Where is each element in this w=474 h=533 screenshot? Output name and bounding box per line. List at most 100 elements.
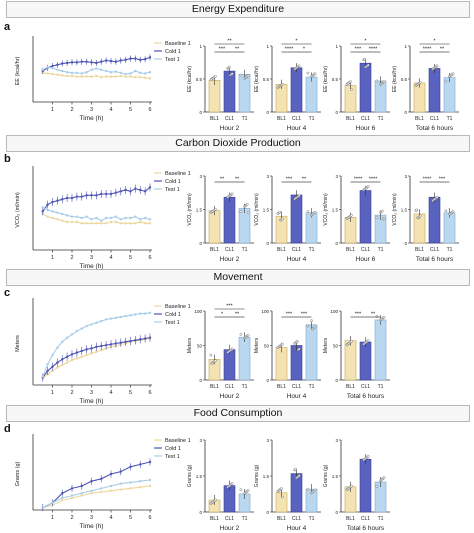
data-point-b-0-21 xyxy=(143,222,147,225)
bar-y-axis-label-16: Grams (g) xyxy=(254,464,260,487)
data-point-b-2-15 xyxy=(114,215,118,218)
bar-dot-12-1-5 xyxy=(297,347,301,351)
bar-dot-3-2-4 xyxy=(382,80,386,83)
x-tick-label-c-3: 3 xyxy=(90,390,93,396)
data-point-d-0-6 xyxy=(100,490,103,494)
data-point-d-2-5 xyxy=(90,489,93,492)
series-line-d-0 xyxy=(42,485,151,509)
bar-dot-12-2-5 xyxy=(306,324,310,328)
data-point-a-2-11 xyxy=(95,67,98,70)
bar-y-tick-label-4-0: 0 xyxy=(404,110,407,115)
bar-dot-2-2-5 xyxy=(306,71,310,75)
data-point-b-0-2 xyxy=(51,216,54,220)
data-point-a-2-9 xyxy=(85,71,88,74)
data-point-a-2-7 xyxy=(75,71,79,75)
data-point-b-0-9 xyxy=(85,222,88,225)
bar-category-label-9-2: T1 xyxy=(447,247,453,253)
sig-label-8-1: **** xyxy=(369,177,378,183)
legend-label-d-2: Test 1 xyxy=(165,454,180,460)
bar-y-tick-label-9-1: 1.5 xyxy=(401,208,408,213)
data-point-a-0-19 xyxy=(134,76,137,79)
data-point-c-1-6 xyxy=(70,353,74,356)
x-tick-label-d-5: 5 xyxy=(129,515,132,521)
bar-chart-title-3: Hour 6 xyxy=(356,125,376,132)
data-point-a-1-21 xyxy=(143,58,147,61)
bar-dot-2-2-4 xyxy=(313,72,317,76)
bar-dot-8-2-5 xyxy=(375,216,379,220)
data-point-d-1-10 xyxy=(139,463,142,466)
data-point-b-2-9 xyxy=(85,215,88,218)
data-point-a-0-20 xyxy=(139,76,142,79)
bar-y-axis-label-15: Grams (g) xyxy=(187,464,193,487)
data-point-b-2-6 xyxy=(70,215,74,218)
sig-label-3-1: **** xyxy=(369,47,378,53)
data-point-b-0-17 xyxy=(124,222,127,225)
data-point-b-2-21 xyxy=(143,216,147,220)
bar-y-tick-label-11-1: 50 xyxy=(197,344,203,349)
data-point-c-2-0 xyxy=(41,375,44,378)
data-point-d-0-4 xyxy=(80,494,83,497)
data-point-b-1-7 xyxy=(75,195,79,198)
legend-label-c-1: Cold 1 xyxy=(165,312,181,318)
sig-label-12-1: *** xyxy=(301,312,308,318)
bar-12-CL1 xyxy=(290,345,303,381)
data-point-a-2-15 xyxy=(114,70,118,73)
data-point-b-2-2 xyxy=(51,210,54,213)
data-point-a-1-22 xyxy=(148,56,152,59)
data-point-a-0-2 xyxy=(51,72,54,76)
bar-y-axis-label-13: Meters xyxy=(323,337,329,353)
data-point-a-0-8 xyxy=(80,75,83,78)
data-point-c-0-4 xyxy=(61,363,64,367)
data-point-d-2-11 xyxy=(148,478,152,482)
x-tick-label-b-2: 2 xyxy=(70,255,73,261)
x-tick-label-b-4: 4 xyxy=(109,255,112,261)
x-axis-label-b: Time (h) xyxy=(80,263,104,270)
data-point-a-1-14 xyxy=(109,59,113,63)
sig-label-13-1: ** xyxy=(371,312,376,318)
bar-category-label-4-0: BL1 xyxy=(415,116,424,122)
legend-label-b-2: Test 1 xyxy=(165,187,180,193)
data-point-b-2-18 xyxy=(129,216,132,220)
data-point-b-2-14 xyxy=(109,216,113,220)
data-point-c-1-4 xyxy=(61,358,64,361)
data-point-b-1-15 xyxy=(114,191,118,194)
bar-3-CL1 xyxy=(359,62,372,113)
data-point-b-2-17 xyxy=(124,216,127,220)
data-point-c-2-18 xyxy=(129,314,132,317)
bar-dot-9-1-5 xyxy=(435,195,439,199)
data-point-c-0-6 xyxy=(70,358,74,362)
legend-label-a-0: Baseline 1 xyxy=(165,41,191,47)
bar-category-label-7-2: T1 xyxy=(309,247,315,253)
bar-9-CL1 xyxy=(428,196,441,244)
data-point-b-2-3 xyxy=(56,211,59,214)
data-point-a-2-21 xyxy=(143,72,147,75)
data-point-d-2-9 xyxy=(129,481,132,484)
y-axis-label-b: VCO₂ (ml/min) xyxy=(15,192,21,228)
bar-chart-title-11: Hour 2 xyxy=(220,393,240,400)
data-point-a-2-14 xyxy=(109,71,113,74)
data-point-a-0-4 xyxy=(61,74,64,77)
data-point-c-2-10 xyxy=(90,323,93,326)
bar-dot-7-0-5 xyxy=(281,217,284,221)
x-tick-label-d-6: 6 xyxy=(148,515,151,521)
data-point-b-2-13 xyxy=(104,216,108,220)
data-point-a-0-6 xyxy=(70,74,74,78)
bar-chart-title-15: Hour 2 xyxy=(220,525,240,532)
bar-category-label-3-1: CL1 xyxy=(361,116,370,122)
x-tick-label-c-1: 1 xyxy=(51,390,54,396)
sig-label-2-0: **** xyxy=(285,47,294,53)
data-point-c-0-3 xyxy=(56,366,59,369)
data-point-b-1-3 xyxy=(56,199,59,202)
data-point-d-2-4 xyxy=(80,492,83,495)
bar-chart-title-9: Total 6 hours xyxy=(416,256,454,263)
data-point-d-0-9 xyxy=(129,487,132,490)
bar-category-label-7-0: BL1 xyxy=(277,247,286,253)
data-point-a-2-0 xyxy=(41,68,44,71)
sig-label-6-0: ** xyxy=(220,177,225,183)
bar-y-axis-label-17: Grams (g) xyxy=(323,464,329,487)
x-tick-label-c-2: 2 xyxy=(70,390,73,396)
data-point-a-1-3 xyxy=(56,63,59,66)
bar-category-label-6-1: CL1 xyxy=(225,247,234,253)
data-point-a-1-18 xyxy=(129,57,132,60)
